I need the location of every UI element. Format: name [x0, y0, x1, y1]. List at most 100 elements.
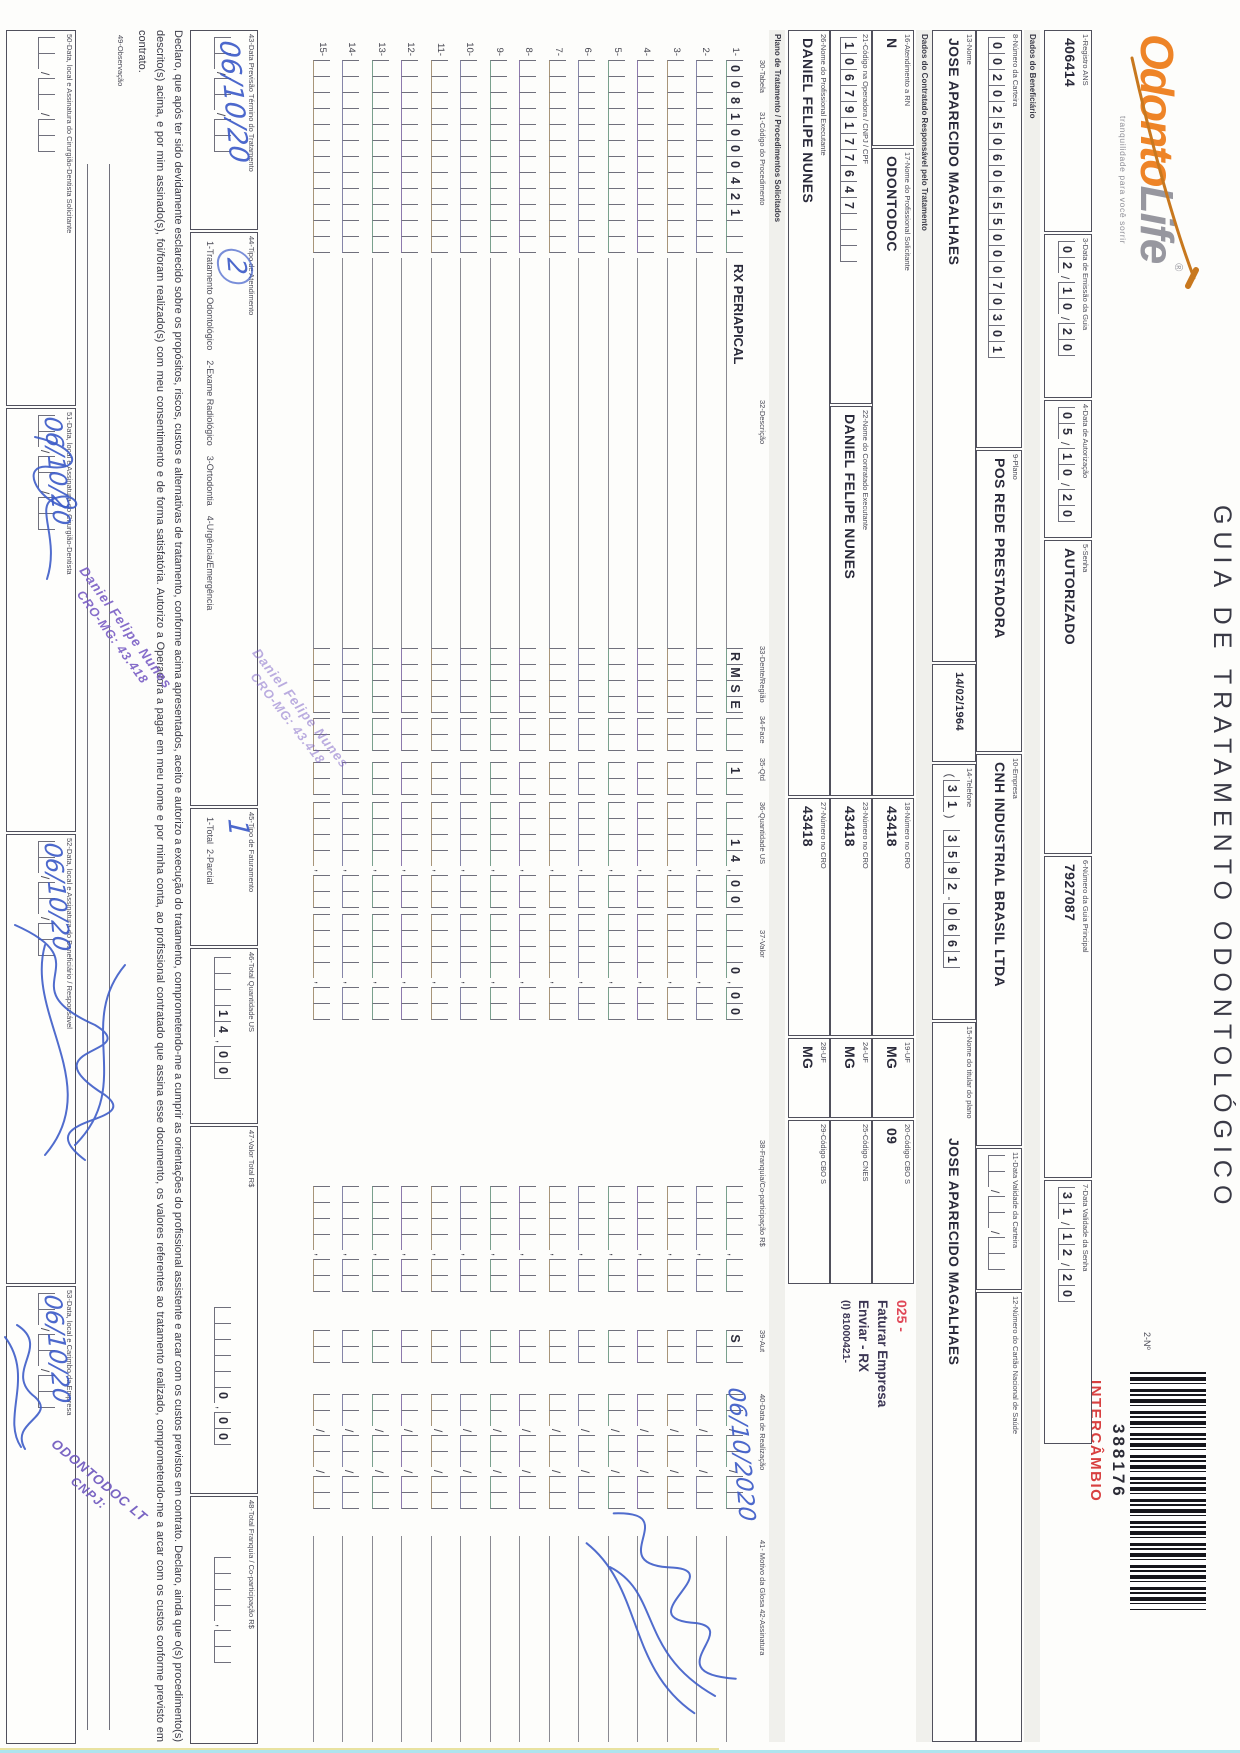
handwritten-mark-45: 1	[221, 818, 256, 838]
dente-regiao-comb	[342, 648, 361, 713]
field-value: JOSE APARECIDO MAGALHAES	[946, 38, 963, 266]
descricao-line	[372, 258, 392, 648]
field-value: 14/02/1964	[953, 672, 965, 732]
valor-comb: ,	[372, 914, 390, 1020]
valor-comb: ,	[608, 914, 626, 1020]
field-label: 8-Número da Carteira	[1011, 34, 1020, 107]
franquia-comb: ,	[342, 1186, 361, 1292]
franquia-comb: ,	[608, 1186, 626, 1292]
field-atendimento-rn: 16-Atendimento a RN N	[872, 30, 914, 146]
face-comb	[460, 718, 479, 751]
data-realizacao-comb: //	[578, 1394, 597, 1509]
field-data-autorizacao: 4-Data de Autorização 05/10/20	[1044, 400, 1092, 538]
aut-comb	[696, 1330, 715, 1363]
field-comb-value: ,	[214, 1557, 232, 1663]
valor-comb: ,	[460, 914, 479, 1020]
codigo-comb	[401, 60, 420, 253]
field-tipo-atendimento: 44-Tipo de Atendimento 1-Tratamento Odon…	[190, 232, 258, 806]
codigo-comb	[696, 60, 715, 253]
logo-tagline: tranquilidade para você sorrir	[1118, 116, 1128, 245]
field-cbo-solicitante: 20-Código CBO S 09	[872, 1120, 914, 1284]
valor-comb: ,	[342, 914, 361, 1020]
field-label: 29-Código CBO S	[819, 1124, 828, 1185]
dente-regiao-comb	[608, 648, 626, 713]
aut-comb	[342, 1330, 361, 1363]
col-header-tabela: 30-Tabela	[758, 60, 767, 93]
codigo-comb	[608, 60, 626, 253]
face-comb	[549, 718, 567, 751]
field-numero-guia-principal: 6-Número da Guia Principal 7927087	[1044, 856, 1092, 1178]
descricao-line: RX PERIAPICAL	[726, 258, 746, 648]
qtd-comb	[696, 762, 715, 795]
field-value: N	[884, 38, 901, 49]
field-total-quantidade-us: 46-Total Quantidade US 14,00	[190, 948, 258, 1124]
field-carimbo-empresa: 53-Data, local e Carimbo da Empresa // 0…	[4, 1286, 150, 1744]
descricao-line	[342, 258, 363, 648]
franquia-comb: ,	[578, 1186, 597, 1292]
valor-comb: ,	[549, 914, 567, 1020]
field-label: 18-Número no CRO	[903, 802, 912, 869]
aut-comb	[519, 1330, 538, 1363]
valor-comb: ,	[490, 914, 508, 1020]
codigo-comb: 0081000421	[726, 60, 744, 253]
assinatura-line	[519, 1536, 540, 1742]
declaration-text: Declaro, que após ter sido devidamente e…	[136, 30, 184, 1742]
codigo-comb	[342, 60, 361, 253]
field-valor-total: 47-Valor Total R$ 0,00	[190, 1126, 258, 1494]
qtd-comb	[431, 762, 449, 795]
field-label: 24-UF	[861, 1042, 870, 1063]
quantidade-us-comb: ,	[667, 802, 685, 908]
field-label: 48-Total Franquia / Co-participação R$	[247, 1500, 256, 1629]
note-line3: (I) 81000421-	[840, 1300, 852, 1364]
field-comb-value: (31)3592-0661	[943, 771, 961, 968]
field-comb-value: //	[38, 37, 56, 152]
tipo-atendimento-options: 1-Tratamento Odontológico 2-Exame Radiol…	[205, 241, 215, 611]
codigo-comb	[519, 60, 538, 253]
col-header-dente-regiao: 33-Dente/Região	[758, 646, 767, 703]
dentist-signature-table	[585, 1512, 737, 1715]
qtd-comb: 1	[726, 762, 744, 795]
field-label: 28-UF	[819, 1042, 828, 1063]
field-label: 9-Plano	[1011, 454, 1020, 480]
codigo-comb	[667, 60, 685, 253]
field-value: POS REDE PRESTADORA	[992, 458, 1009, 639]
field-label: 7-Data Validade da Senha	[1081, 1184, 1090, 1272]
franquia-comb: ,	[696, 1186, 715, 1292]
field-value: MG	[842, 1046, 859, 1070]
field-telefone: 14-Telefone (31)3592-0661	[932, 764, 976, 1020]
aut-comb	[578, 1330, 597, 1363]
codigo-comb	[460, 60, 479, 253]
dente-regiao-comb	[519, 648, 538, 713]
field-value: 406414	[1062, 38, 1079, 88]
aut-comb	[372, 1330, 390, 1363]
assinatura-line	[372, 1536, 392, 1742]
field-label: 12-Número do Cartão Nacional de Saúde	[1011, 1296, 1020, 1434]
data-realizacao-comb: //	[372, 1394, 390, 1509]
aut-comb	[667, 1330, 685, 1363]
field-label: 3-Data de Emissão da Guia	[1081, 238, 1090, 331]
field-comb-value: 00202506065500070301	[988, 37, 1006, 358]
aut-comb	[401, 1330, 420, 1363]
aut-comb	[460, 1330, 479, 1363]
qtd-comb	[549, 762, 567, 795]
face-comb	[578, 718, 597, 751]
data-realizacao-comb: //	[313, 1394, 331, 1509]
table-row: 5-,,, //	[603, 0, 633, 1753]
dente-regiao-comb	[431, 648, 449, 713]
col-header-franquia: 38-Franquia/Co-participação R$	[758, 1140, 767, 1247]
qtd-comb	[519, 762, 538, 795]
franquia-comb: ,	[549, 1186, 567, 1292]
field-label: 11-Data Validade da Carteira	[1011, 1152, 1020, 1249]
quantidade-us-comb: ,	[637, 802, 656, 908]
assinatura-line	[460, 1536, 481, 1742]
franquia-comb: ,	[313, 1186, 331, 1292]
row-number: 2-	[700, 47, 712, 56]
franquia-comb: ,	[372, 1186, 390, 1292]
codigo-comb	[637, 60, 656, 253]
field-comb-value: 05/10/20	[1058, 407, 1076, 522]
field-value: 09	[884, 1128, 901, 1145]
dente-regiao-comb: RMSE	[726, 648, 744, 713]
field-value: AUTORIZADO	[1062, 548, 1079, 646]
table-row: 12-,,, //	[396, 0, 426, 1753]
